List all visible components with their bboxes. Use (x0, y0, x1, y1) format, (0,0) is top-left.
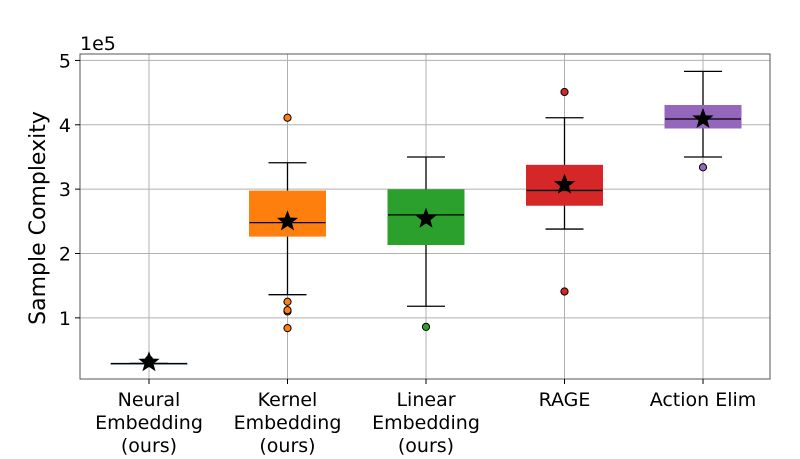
mean-star-marker (138, 351, 160, 372)
y-axis-ticks: 1 2 3 4 5 (59, 50, 80, 330)
outlier-point (698, 163, 708, 172)
box-group (526, 87, 603, 296)
y-axis-multiplier: 1e5 (80, 33, 116, 55)
outlier-point (283, 297, 292, 306)
outlier-point (283, 113, 292, 122)
y-tick-label: 5 (59, 50, 71, 72)
y-tick-label: 1 (59, 308, 71, 330)
box-group (249, 113, 326, 333)
x-tick-label: (ours) (398, 435, 454, 457)
box-series (110, 70, 742, 372)
x-tick-label: Embedding (372, 412, 480, 434)
x-axis-ticks: NeuralEmbedding(ours)KernelEmbedding(our… (95, 379, 756, 457)
box-group (664, 70, 742, 172)
x-tick-label: Embedding (234, 412, 342, 434)
outlier-point (283, 306, 292, 315)
mean-star-marker (415, 207, 437, 228)
box-group (110, 351, 188, 372)
outlier-point (560, 287, 569, 296)
x-tick-label: Linear (396, 389, 455, 411)
outlier-point (283, 324, 292, 333)
x-tick-label: (ours) (121, 435, 177, 457)
y-axis-label: Sample Complexity (26, 111, 51, 325)
outlier-point (421, 322, 431, 331)
grid-lines (80, 54, 770, 379)
y-tick-label: 3 (59, 179, 71, 201)
x-tick-label: Kernel (258, 389, 318, 411)
plot-frame (79, 53, 771, 380)
outlier-point (560, 87, 569, 97)
mean-star-marker (276, 210, 299, 231)
x-tick-label: (ours) (259, 435, 315, 457)
mean-star-marker (692, 107, 714, 129)
x-tick-label: RAGE (539, 389, 591, 411)
y-tick-label: 2 (59, 244, 71, 266)
x-tick-label: Neural (118, 389, 181, 411)
mean-star-marker (553, 173, 576, 194)
y-tick-label: 4 (59, 115, 71, 137)
box-group (387, 156, 465, 331)
x-tick-label: Action Elim (650, 389, 757, 411)
x-tick-label: Embedding (95, 412, 203, 434)
